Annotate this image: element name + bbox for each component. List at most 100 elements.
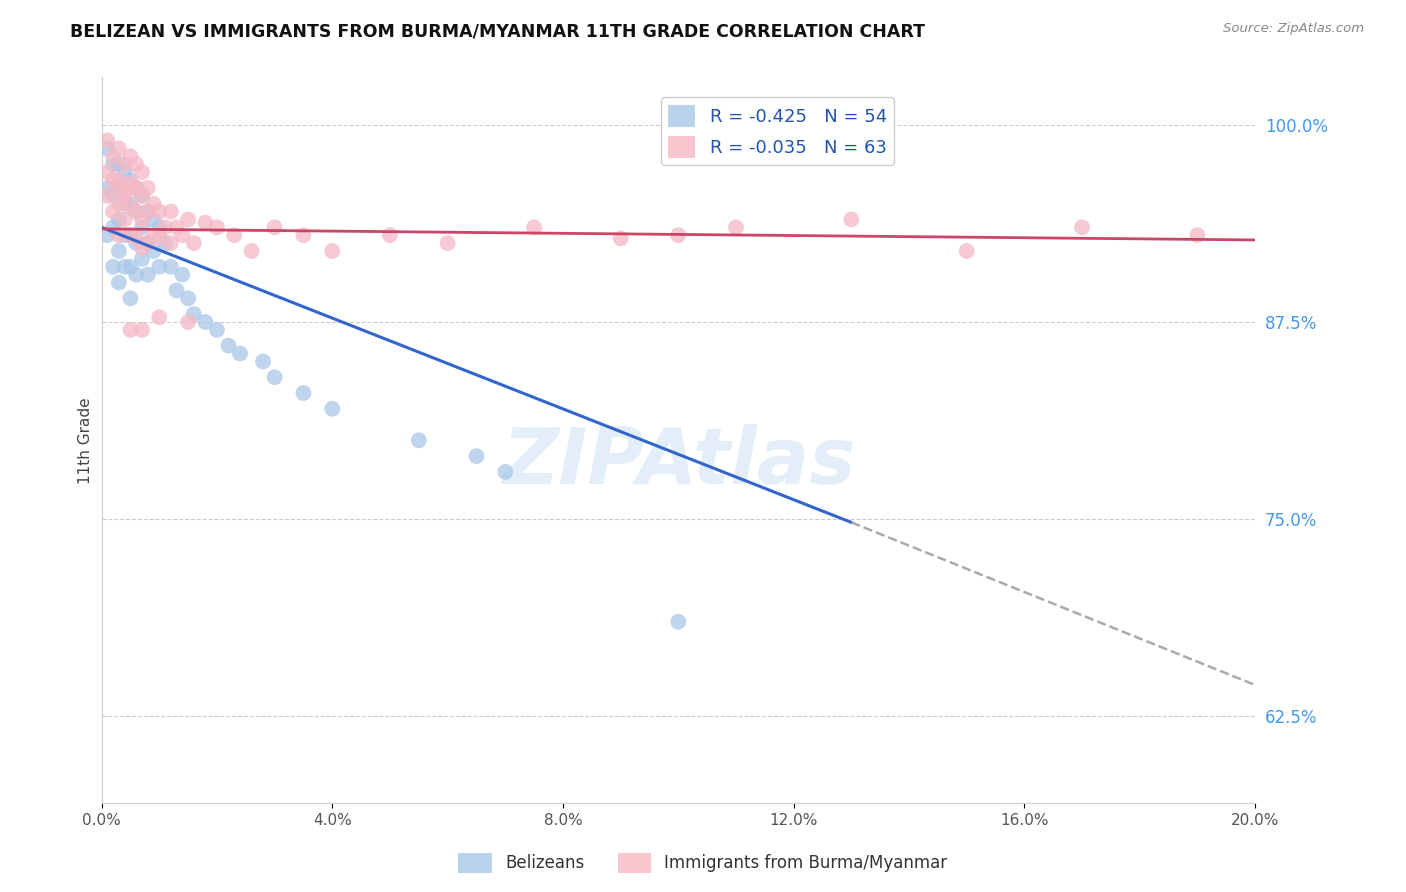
Point — [142, 196, 165, 211]
Point — [108, 244, 131, 258]
Point — [172, 228, 194, 243]
Point — [159, 260, 181, 274]
Point — [292, 386, 315, 401]
Point — [148, 220, 170, 235]
Point — [252, 354, 274, 368]
Point — [1187, 228, 1209, 243]
Point — [108, 157, 131, 171]
Point — [436, 236, 458, 251]
Point — [96, 141, 118, 155]
Point — [101, 157, 124, 171]
Point — [136, 204, 159, 219]
Point — [177, 212, 200, 227]
Point — [120, 196, 142, 211]
Point — [96, 134, 118, 148]
Point — [166, 284, 188, 298]
Point — [523, 220, 546, 235]
Point — [108, 181, 131, 195]
Point — [108, 181, 131, 195]
Point — [120, 173, 142, 187]
Point — [159, 236, 181, 251]
Point — [153, 220, 176, 235]
Point — [96, 228, 118, 243]
Point — [125, 181, 148, 195]
Point — [125, 236, 148, 251]
Point — [131, 188, 153, 202]
Point — [142, 228, 165, 243]
Point — [114, 212, 136, 227]
Point — [125, 204, 148, 219]
Point — [120, 291, 142, 305]
Point — [177, 315, 200, 329]
Point — [114, 184, 136, 198]
Point — [321, 401, 343, 416]
Point — [125, 181, 148, 195]
Point — [120, 228, 142, 243]
Point — [263, 220, 285, 235]
Point — [114, 188, 136, 202]
Point — [125, 231, 148, 245]
Point — [229, 346, 252, 360]
Point — [666, 228, 689, 243]
Point — [1071, 220, 1094, 235]
Point — [131, 212, 153, 227]
Legend: Belizeans, Immigrants from Burma/Myanmar: Belizeans, Immigrants from Burma/Myanmar — [451, 847, 955, 880]
Point — [142, 212, 165, 227]
Point — [148, 260, 170, 274]
Point — [194, 216, 217, 230]
Point — [108, 141, 131, 155]
Point — [125, 268, 148, 282]
Point — [120, 149, 142, 163]
Point — [108, 196, 131, 211]
Legend: R = -0.425   N = 54, R = -0.035   N = 63: R = -0.425 N = 54, R = -0.035 N = 63 — [661, 97, 894, 165]
Point — [101, 260, 124, 274]
Point — [101, 149, 124, 163]
Point — [321, 244, 343, 258]
Point — [183, 307, 205, 321]
Text: BELIZEAN VS IMMIGRANTS FROM BURMA/MYANMAR 11TH GRADE CORRELATION CHART: BELIZEAN VS IMMIGRANTS FROM BURMA/MYANMA… — [70, 22, 925, 40]
Point — [114, 196, 136, 211]
Point — [218, 339, 240, 353]
Point — [666, 615, 689, 629]
Text: Source: ZipAtlas.com: Source: ZipAtlas.com — [1223, 22, 1364, 36]
Point — [125, 157, 148, 171]
Point — [465, 449, 488, 463]
Point — [224, 228, 246, 243]
Point — [724, 220, 747, 235]
Point — [240, 244, 263, 258]
Point — [131, 241, 153, 255]
Point — [136, 204, 159, 219]
Point — [183, 236, 205, 251]
Point — [131, 252, 153, 266]
Point — [177, 291, 200, 305]
Point — [839, 212, 862, 227]
Point — [108, 173, 131, 187]
Point — [131, 188, 153, 202]
Point — [101, 204, 124, 219]
Point — [136, 236, 159, 251]
Point — [263, 370, 285, 384]
Point — [136, 268, 159, 282]
Point — [108, 276, 131, 290]
Point — [494, 465, 516, 479]
Point — [136, 181, 159, 195]
Point — [131, 165, 153, 179]
Point — [120, 260, 142, 274]
Point — [125, 204, 148, 219]
Point — [148, 310, 170, 325]
Point — [120, 176, 142, 190]
Point — [120, 228, 142, 243]
Point — [609, 231, 631, 245]
Point — [114, 228, 136, 243]
Point — [172, 268, 194, 282]
Point — [839, 118, 862, 132]
Point — [148, 204, 170, 219]
Point — [292, 228, 315, 243]
Point — [378, 228, 401, 243]
Point — [142, 244, 165, 258]
Point — [96, 181, 118, 195]
Point — [131, 220, 153, 235]
Point — [159, 204, 181, 219]
Point — [120, 200, 142, 214]
Point — [101, 173, 124, 187]
